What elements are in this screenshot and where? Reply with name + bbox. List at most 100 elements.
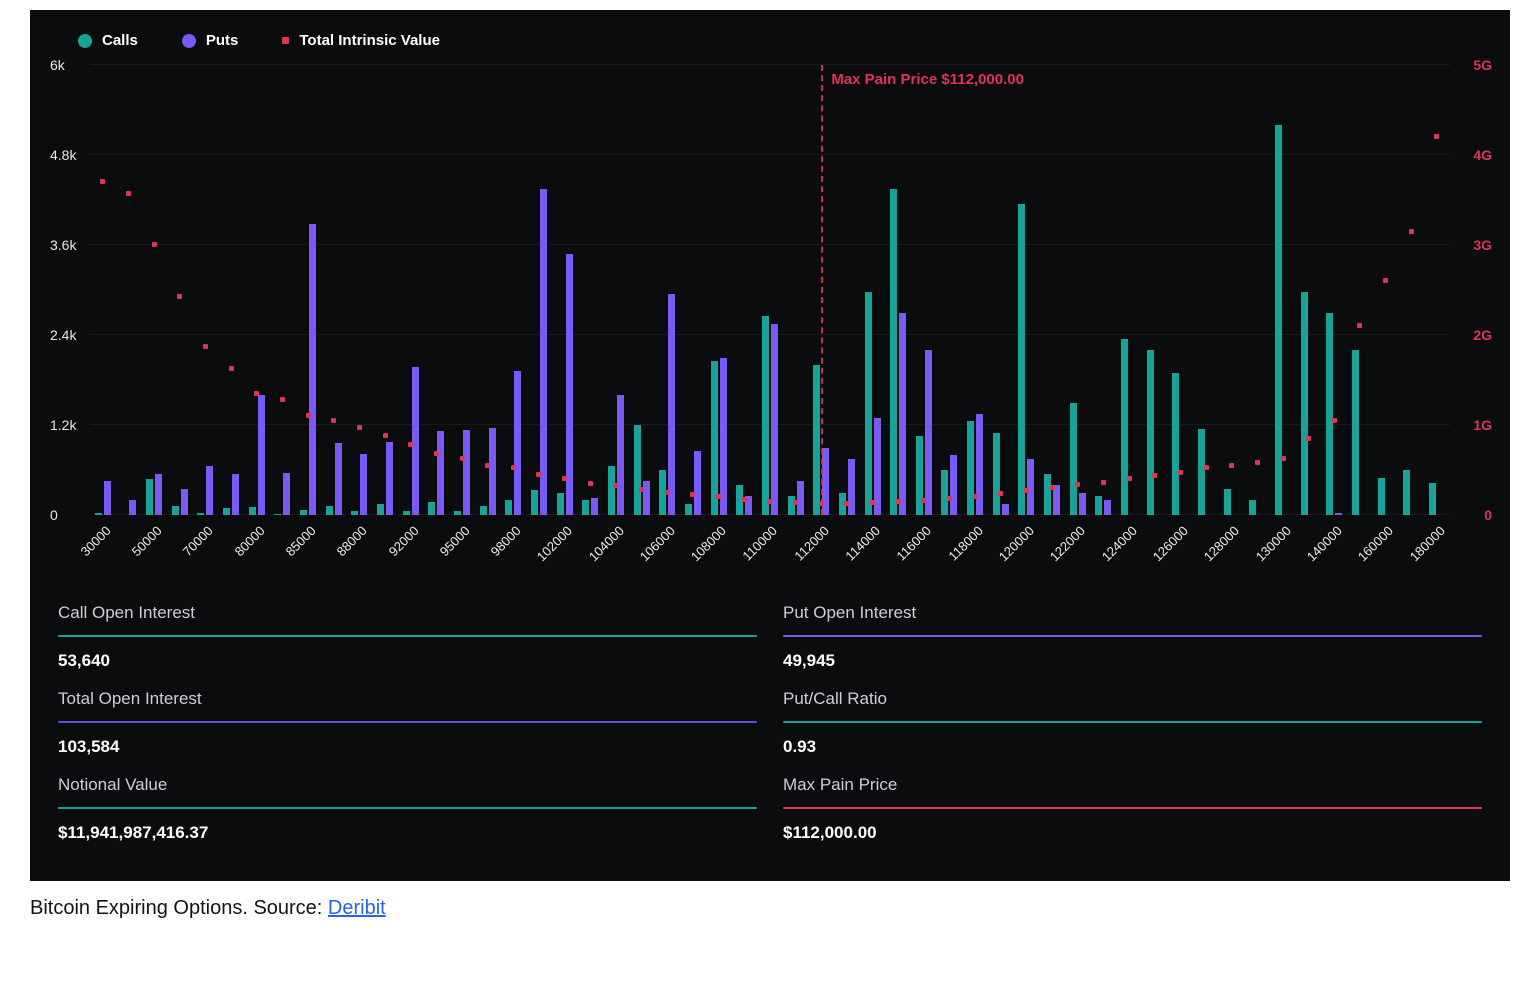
intrinsic-value-dot-118000[interactable] <box>973 494 978 499</box>
calls-bar-115000[interactable] <box>890 189 897 515</box>
intrinsic-value-dot-103000[interactable] <box>588 481 593 486</box>
bar-group-117000[interactable] <box>937 65 963 515</box>
calls-bar-94000[interactable] <box>428 502 435 516</box>
bar-group-113000[interactable] <box>834 65 860 515</box>
bar-group-121000[interactable] <box>1039 65 1065 515</box>
intrinsic-value-dot-160000[interactable] <box>1383 278 1388 283</box>
calls-bar-129000[interactable] <box>1249 500 1256 515</box>
bar-group-70000[interactable] <box>193 65 219 515</box>
bar-group-150000[interactable] <box>1347 65 1373 515</box>
intrinsic-value-dot-119000[interactable] <box>998 491 1003 496</box>
calls-bar-135000[interactable] <box>1301 292 1308 516</box>
intrinsic-value-dot-128000[interactable] <box>1229 463 1234 468</box>
plot-area[interactable]: Max Pain Price $112,000.00 <box>90 65 1450 515</box>
calls-bar-125000[interactable] <box>1147 350 1154 515</box>
intrinsic-value-dot-129000[interactable] <box>1255 460 1260 465</box>
intrinsic-value-dot-121000[interactable] <box>1050 485 1055 490</box>
bar-group-30000[interactable] <box>90 65 116 515</box>
calls-bar-75000[interactable] <box>223 508 230 515</box>
calls-bar-121000[interactable] <box>1044 474 1051 515</box>
intrinsic-value-dot-135000[interactable] <box>1306 436 1311 441</box>
bar-group-115000[interactable] <box>885 65 911 515</box>
intrinsic-value-dot-75000[interactable] <box>229 366 234 371</box>
puts-bar-92000[interactable] <box>412 367 419 516</box>
intrinsic-value-dot-105000[interactable] <box>639 487 644 492</box>
bar-group-85000[interactable] <box>295 65 321 515</box>
puts-bar-110000[interactable] <box>771 324 778 515</box>
calls-bar-117000[interactable] <box>941 470 948 515</box>
intrinsic-value-dot-108000[interactable] <box>716 494 721 499</box>
intrinsic-value-dot-112000[interactable] <box>819 501 824 506</box>
bar-group-180000[interactable] <box>1424 65 1450 515</box>
puts-bar-85000[interactable] <box>309 224 316 515</box>
calls-bar-118000[interactable] <box>967 421 974 515</box>
calls-bar-50000[interactable] <box>146 479 153 515</box>
intrinsic-value-dot-111000[interactable] <box>793 500 798 505</box>
bar-group-127000[interactable] <box>1193 65 1219 515</box>
legend-item-puts[interactable]: Puts <box>182 32 239 49</box>
calls-bar-116000[interactable] <box>916 436 923 515</box>
intrinsic-value-dot-117000[interactable] <box>947 496 952 501</box>
calls-bar-124000[interactable] <box>1121 339 1128 515</box>
intrinsic-value-dot-96000[interactable] <box>485 463 490 468</box>
puts-bar-50000[interactable] <box>155 474 162 515</box>
calls-bar-96000[interactable] <box>480 506 487 515</box>
intrinsic-value-dot-140000[interactable] <box>1332 418 1337 423</box>
bar-group-123000[interactable] <box>1091 65 1117 515</box>
legend-item-total-intrinsic-value[interactable]: Total Intrinsic Value <box>282 32 440 49</box>
calls-bar-127000[interactable] <box>1198 429 1205 515</box>
bar-group-100000[interactable] <box>526 65 552 515</box>
calls-bar-112000[interactable] <box>813 365 820 515</box>
bar-group-82000[interactable] <box>270 65 296 515</box>
bar-group-88000[interactable] <box>347 65 373 515</box>
bar-group-128000[interactable] <box>1219 65 1245 515</box>
bar-group-124000[interactable] <box>1116 65 1142 515</box>
intrinsic-value-dot-95000[interactable] <box>460 456 465 461</box>
calls-bar-102000[interactable] <box>557 493 564 516</box>
calls-bar-100000[interactable] <box>531 490 538 515</box>
calls-bar-122000[interactable] <box>1070 403 1077 516</box>
intrinsic-value-dot-82000[interactable] <box>280 397 285 402</box>
puts-bar-116000[interactable] <box>925 350 932 515</box>
puts-bar-107000[interactable] <box>694 451 701 515</box>
calls-bar-108000[interactable] <box>711 361 718 515</box>
calls-bar-80000[interactable] <box>249 507 256 515</box>
bar-group-94000[interactable] <box>424 65 450 515</box>
calls-bar-128000[interactable] <box>1224 489 1231 515</box>
calls-bar-60000[interactable] <box>172 506 179 515</box>
puts-bar-100000[interactable] <box>540 189 547 515</box>
bar-group-122000[interactable] <box>1065 65 1091 515</box>
bar-group-110000[interactable] <box>757 65 783 515</box>
puts-bar-60000[interactable] <box>181 489 188 515</box>
puts-bar-80000[interactable] <box>258 395 265 515</box>
puts-bar-108000[interactable] <box>720 358 727 516</box>
puts-bar-117000[interactable] <box>950 455 957 515</box>
bar-group-109000[interactable] <box>731 65 757 515</box>
intrinsic-value-dot-100000[interactable] <box>536 472 541 477</box>
intrinsic-value-dot-94000[interactable] <box>434 451 439 456</box>
puts-bar-104000[interactable] <box>617 395 624 515</box>
puts-bar-119000[interactable] <box>1002 504 1009 515</box>
bar-group-92000[interactable] <box>398 65 424 515</box>
puts-bar-75000[interactable] <box>232 474 239 515</box>
intrinsic-value-dot-127000[interactable] <box>1204 465 1209 470</box>
puts-bar-90000[interactable] <box>386 442 393 516</box>
intrinsic-value-dot-92000[interactable] <box>408 442 413 447</box>
intrinsic-value-dot-114000[interactable] <box>870 500 875 505</box>
bar-group-106000[interactable] <box>654 65 680 515</box>
intrinsic-value-dot-180000[interactable] <box>1434 134 1439 139</box>
intrinsic-value-dot-126000[interactable] <box>1178 470 1183 475</box>
bar-group-40000[interactable] <box>116 65 142 515</box>
intrinsic-value-dot-86000[interactable] <box>331 418 336 423</box>
puts-bar-98000[interactable] <box>514 371 521 515</box>
intrinsic-value-dot-80000[interactable] <box>254 391 259 396</box>
calls-bar-160000[interactable] <box>1378 478 1385 515</box>
puts-bar-30000[interactable] <box>104 481 111 515</box>
deribit-link[interactable]: Deribit <box>328 897 386 919</box>
puts-bar-123000[interactable] <box>1104 500 1111 515</box>
calls-bar-126000[interactable] <box>1172 373 1179 516</box>
puts-bar-40000[interactable] <box>129 500 136 515</box>
calls-bar-119000[interactable] <box>993 433 1000 516</box>
bar-group-107000[interactable] <box>680 65 706 515</box>
intrinsic-value-dot-30000[interactable] <box>100 179 105 184</box>
